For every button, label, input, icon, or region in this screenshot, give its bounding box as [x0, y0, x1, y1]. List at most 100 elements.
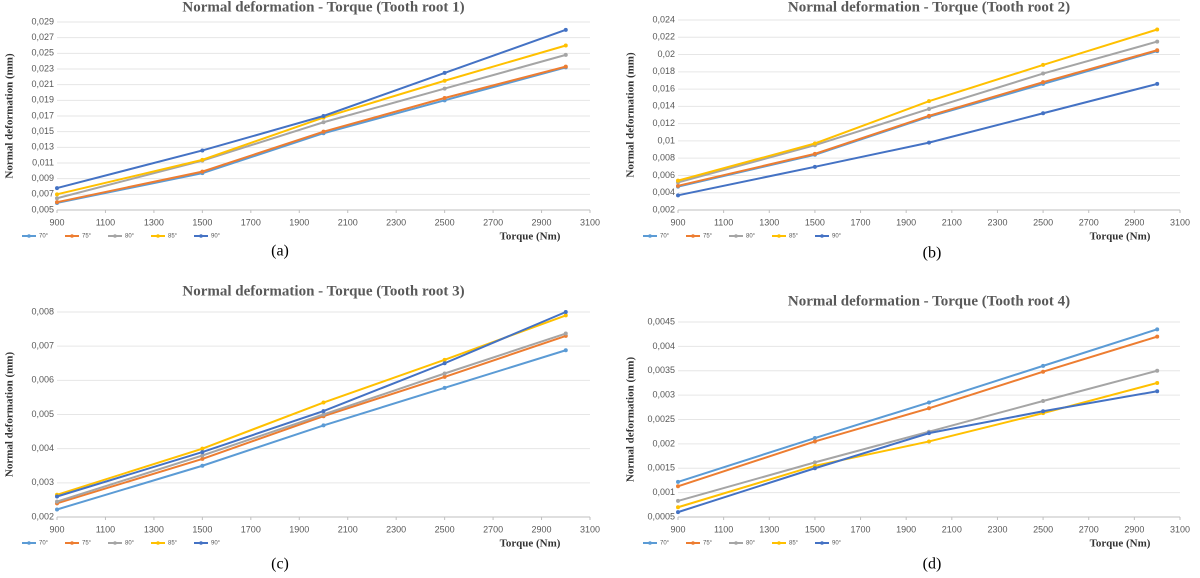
- x-tick-label: 900: [670, 524, 685, 534]
- data-point: [442, 86, 447, 91]
- legend-label: 75°: [703, 234, 713, 240]
- x-tick-label: 2900: [532, 217, 552, 227]
- data-point: [563, 52, 568, 57]
- x-tick-label: 1100: [714, 217, 733, 227]
- y-tick-label: 0,024: [652, 14, 675, 24]
- legend-label: 85°: [789, 234, 799, 240]
- legend-marker: [648, 541, 652, 545]
- data-point: [812, 466, 817, 471]
- legend-marker: [691, 541, 695, 545]
- series-line: [56, 311, 567, 498]
- data-point: [563, 310, 568, 314]
- y-axis-label: Normal deformation (mm): [625, 357, 637, 483]
- data-point: [442, 371, 447, 376]
- legend-marker: [70, 234, 74, 238]
- x-tick-label: 3100: [1170, 524, 1190, 534]
- data-point: [676, 183, 680, 188]
- x-tick-label: 2700: [1079, 217, 1099, 227]
- legend-label: 85°: [168, 541, 178, 547]
- y-tick-label: 0,007: [31, 189, 54, 199]
- data-point: [200, 169, 205, 174]
- data-point: [321, 412, 326, 417]
- data-point: [1041, 409, 1046, 414]
- x-tick-label: 2700: [483, 217, 503, 227]
- caption: (b): [923, 245, 942, 262]
- chart-title: Normal deformation - Torque (Tooth root …: [788, 0, 1070, 15]
- x-tick-label: 1300: [144, 524, 164, 534]
- data-point: [812, 460, 817, 465]
- data-point: [442, 70, 447, 75]
- data-point: [200, 463, 205, 468]
- x-tick-label: 1500: [805, 524, 825, 534]
- x-axis-label: Torque (Nm): [1090, 231, 1151, 243]
- y-tick-label: 0,005: [31, 204, 54, 214]
- data-point: [1155, 334, 1160, 339]
- x-tick-label: 2300: [386, 217, 406, 227]
- legend-label: 80°: [746, 541, 756, 547]
- legend-marker: [113, 541, 117, 545]
- legend-label: 90°: [211, 234, 221, 240]
- data-point: [812, 164, 817, 169]
- data-point: [200, 456, 205, 461]
- y-tick-label: 0,011: [32, 157, 54, 167]
- y-tick-label: 0,013: [31, 142, 54, 152]
- legend-marker: [734, 541, 738, 545]
- x-tick-label: 1500: [805, 217, 825, 227]
- x-tick-label: 3100: [580, 524, 600, 534]
- y-tick-label: 0,006: [31, 375, 54, 385]
- data-point: [1155, 368, 1160, 373]
- series-line: [56, 332, 567, 503]
- series-line: [56, 349, 567, 511]
- y-tick-label: 0,009: [31, 173, 54, 183]
- data-point: [676, 484, 680, 489]
- x-tick-label: 1500: [192, 217, 212, 227]
- series-line: [677, 328, 1158, 483]
- data-point: [1155, 327, 1160, 332]
- y-tick-label: 0,002: [31, 511, 54, 521]
- data-point: [927, 431, 931, 436]
- y-tick-label: 0,017: [31, 110, 54, 120]
- data-point: [812, 141, 817, 146]
- data-point: [442, 95, 447, 100]
- legend-label: 85°: [789, 541, 799, 547]
- y-tick-label: 0,0035: [647, 365, 675, 375]
- legend-marker: [199, 234, 203, 238]
- legend-label: 80°: [125, 234, 135, 240]
- data-point: [200, 450, 205, 455]
- y-tick-label: 0,0005: [647, 511, 675, 521]
- x-tick-label: 1300: [759, 217, 779, 227]
- y-tick-label: 0,01: [657, 135, 675, 145]
- y-tick-label: 0,027: [31, 32, 54, 42]
- data-point: [676, 498, 680, 503]
- x-tick-label: 2100: [338, 217, 358, 227]
- y-tick-label: 0,02: [657, 49, 675, 59]
- data-point: [1041, 71, 1046, 76]
- x-axis-label: Torque (Nm): [500, 231, 561, 243]
- x-tick-label: 2700: [483, 524, 503, 534]
- series-line: [677, 82, 1158, 197]
- caption: (a): [271, 243, 289, 260]
- x-tick-label: 2700: [1079, 524, 1099, 534]
- x-tick-label: 2900: [1124, 524, 1144, 534]
- data-point: [563, 64, 568, 69]
- data-point: [676, 193, 680, 198]
- data-point: [563, 313, 568, 318]
- x-tick-label: 1700: [241, 524, 261, 534]
- x-tick-label: 1300: [144, 217, 164, 227]
- legend-marker: [820, 234, 824, 238]
- series-line: [56, 314, 567, 496]
- data-point: [927, 140, 931, 145]
- legend-marker: [113, 234, 117, 238]
- data-point: [563, 43, 568, 48]
- x-tick-label: 2100: [942, 524, 962, 534]
- data-point: [442, 374, 447, 379]
- data-point: [563, 331, 568, 336]
- y-tick-label: 0,016: [652, 83, 675, 93]
- x-tick-label: 900: [49, 524, 64, 534]
- y-tick-label: 0,0025: [647, 414, 675, 424]
- x-tick-label: 2500: [435, 217, 455, 227]
- y-tick-label: 0,018: [652, 66, 675, 76]
- legend-label: 75°: [703, 541, 713, 547]
- legend-label: 70°: [39, 234, 49, 240]
- legend-label: 70°: [39, 541, 49, 547]
